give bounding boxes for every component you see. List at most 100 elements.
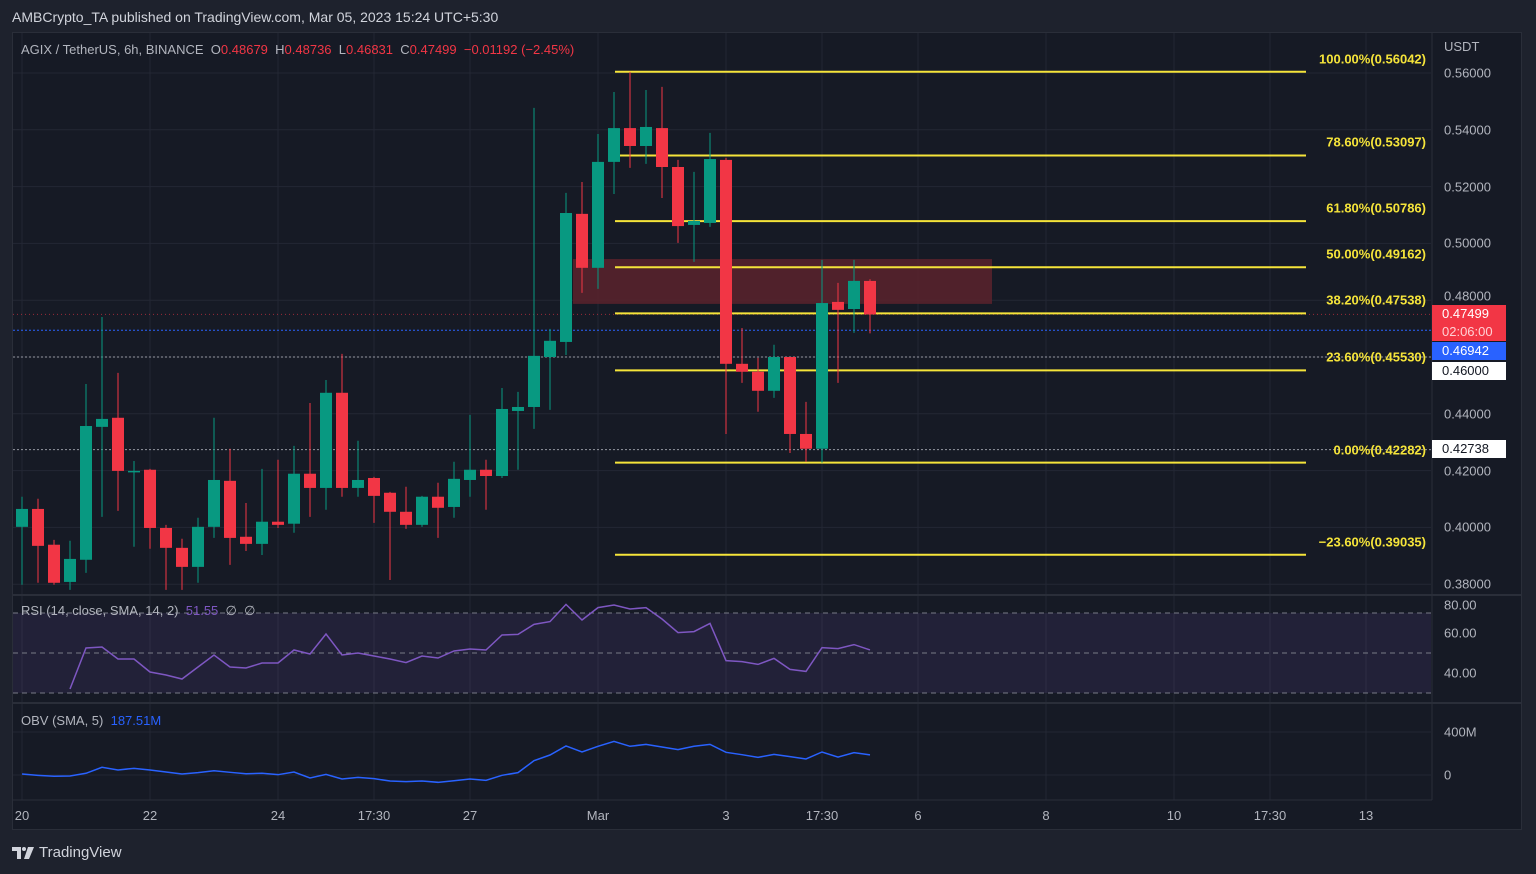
rsi-extra-1: ∅ (225, 603, 237, 618)
candle (576, 182, 588, 293)
candle-body (768, 357, 780, 391)
candle-body (816, 303, 828, 449)
obv-legend[interactable]: OBV (SMA, 5) 187.51M (21, 713, 161, 728)
candle-body (368, 477, 380, 496)
candle (512, 391, 524, 470)
candle (688, 171, 700, 262)
candle (496, 387, 508, 478)
candle-body (16, 508, 28, 527)
candle-body (784, 357, 796, 434)
candle-body (528, 355, 540, 407)
candle-body (272, 521, 284, 525)
candle-body (864, 280, 876, 315)
last-price-badge: 0.47499 (1432, 305, 1506, 323)
tradingview-logo-icon (12, 846, 34, 859)
candle-body (336, 392, 348, 488)
candle (560, 192, 572, 356)
publish-info: AMBCrypto_TA published on TradingView.co… (12, 9, 499, 25)
candle-body (48, 544, 60, 583)
rsi-value: 51.55 (185, 603, 219, 618)
candle-body (80, 426, 92, 560)
candle (768, 344, 780, 398)
candle-body (32, 508, 44, 546)
obv-axis-label: 400M (1444, 724, 1477, 740)
rsi-legend[interactable]: RSI (14, close, SMA, 14, 2) 51.55 ∅ ∅ (21, 603, 255, 619)
candle-body (160, 527, 172, 548)
candle-body (320, 392, 332, 488)
obv-title: OBV (SMA, 5) (21, 713, 104, 728)
candle (32, 498, 44, 583)
candle-body (560, 213, 572, 342)
candle-body (656, 128, 668, 168)
change-value: −0.01192 (−2.45%) (463, 42, 575, 57)
candle (432, 482, 444, 538)
candle-body (96, 418, 108, 427)
logo-text: TradingView (39, 844, 122, 861)
time-axis-label: 3 (722, 808, 730, 823)
candle-body (304, 473, 316, 488)
candle-body (672, 167, 684, 227)
price-axis-label: 0.38000 (1444, 576, 1491, 592)
fib-level-label: 23.60%(0.45530) (1326, 349, 1426, 365)
candle (96, 316, 108, 517)
price-axis-label: 0.50000 (1444, 235, 1491, 251)
close-label: C (400, 42, 410, 57)
bar-countdown: 02:06:00 (1432, 323, 1506, 341)
time-axis-label: 10 (1166, 808, 1182, 823)
candle-body (704, 159, 716, 223)
candle-body (736, 363, 748, 372)
candle-body (624, 128, 636, 146)
candle (400, 486, 412, 529)
candle-body (128, 470, 140, 473)
symbol-legend[interactable]: AGIX / TetherUS, 6h, BINANCE O0.48679 H0… (21, 42, 574, 57)
price-axis-label: 0.44000 (1444, 406, 1491, 422)
time-axis-label: 6 (914, 808, 922, 823)
candle (720, 157, 732, 434)
time-axis-label: 17:30 (805, 808, 839, 823)
fib-level-label: 78.60%(0.53097) (1326, 134, 1426, 150)
candle-body (544, 340, 556, 357)
candle (704, 132, 716, 227)
price-axis-label: 0.54000 (1444, 122, 1491, 138)
candle-body (432, 496, 444, 508)
candle (192, 517, 204, 583)
obv-value: 187.51M (110, 713, 162, 728)
candle-body (688, 220, 700, 225)
candle (864, 279, 876, 334)
time-axis-label: 22 (142, 808, 158, 823)
candle (352, 440, 364, 497)
open-value: 0.48679 (220, 42, 268, 57)
candle-body (144, 469, 156, 528)
candle-body (800, 433, 812, 449)
close-value: 0.47499 (409, 42, 457, 57)
candle (336, 353, 348, 497)
candle-body (352, 479, 364, 488)
candle-body (752, 371, 764, 391)
candle (368, 476, 380, 523)
candle-body (720, 159, 732, 364)
candle (16, 496, 28, 585)
white-line-badge: 0.42738 (1432, 440, 1506, 458)
symbol-info: AGIX / TetherUS, 6h, BINANCE (21, 42, 204, 57)
candle (528, 107, 540, 429)
candle-body (640, 126, 652, 146)
candle-body (848, 280, 860, 310)
candle (384, 491, 396, 580)
candle-body (240, 536, 252, 544)
time-axis-label: Mar (586, 808, 610, 823)
tradingview-logo[interactable]: TradingView (12, 844, 122, 861)
candle-body (592, 161, 604, 268)
candle (736, 328, 748, 383)
fib-level-label: −23.60%(0.39035) (1318, 534, 1426, 550)
rsi-extra-2: ∅ (244, 603, 256, 618)
candle-body (384, 492, 396, 512)
candle (592, 134, 604, 289)
time-axis-label: 17:30 (357, 808, 391, 823)
obv-pane (13, 731, 1431, 784)
candle-body (512, 406, 524, 411)
candle (128, 460, 140, 547)
candle (160, 524, 172, 590)
candle (416, 495, 428, 527)
candle-body (400, 511, 412, 525)
